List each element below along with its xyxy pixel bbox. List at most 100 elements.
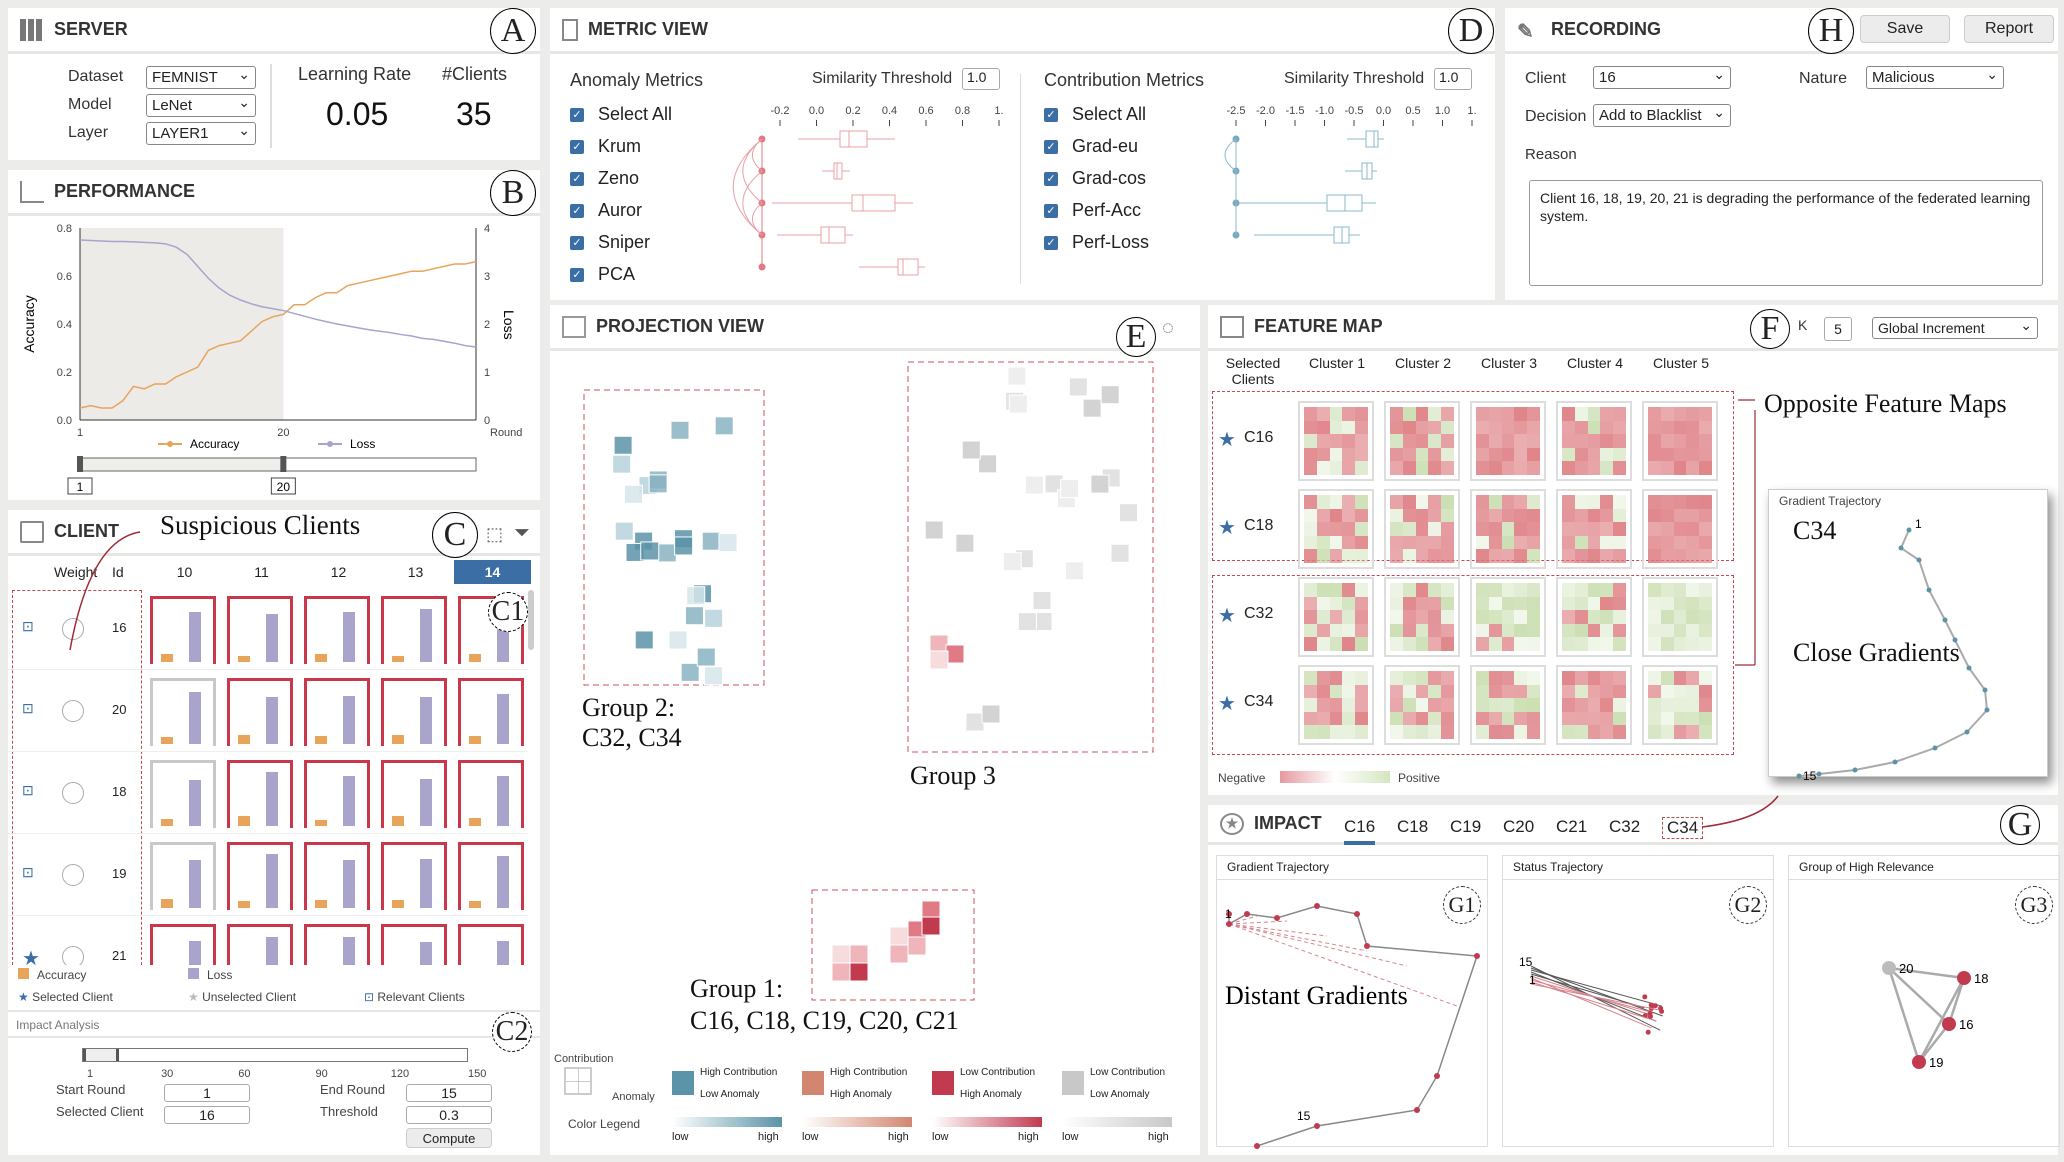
layer-select[interactable]: LAYER1 — [146, 122, 256, 145]
compute-button[interactable]: Compute — [406, 1128, 492, 1148]
feature-row-client[interactable]: ★ C18 — [1218, 489, 1288, 569]
feature-map-cell[interactable] — [1470, 577, 1546, 657]
feature-map-cell[interactable] — [1384, 401, 1460, 481]
contribution-metric-checkbox[interactable]: ✓ Grad-cos — [1044, 168, 1146, 189]
client-row[interactable]: ⊡ 16 — [8, 590, 528, 670]
anomaly-threshold-input[interactable]: 1.0 — [962, 68, 1000, 90]
feature-map-cell[interactable] — [1298, 401, 1374, 481]
feature-map-cell[interactable] — [1298, 577, 1374, 657]
mode-select[interactable]: Global Increment — [1872, 317, 2038, 339]
feature-row-client[interactable]: ★ C32 — [1218, 577, 1288, 657]
client-row[interactable]: ⊡ 19 — [8, 836, 528, 916]
anomaly-metric-checkbox[interactable]: ✓ Krum — [570, 136, 641, 157]
round-column-header[interactable]: 12 — [330, 564, 347, 580]
feature-map-cell[interactable] — [1556, 577, 1632, 657]
feature-row-client[interactable]: ★ C34 — [1218, 665, 1288, 745]
client-row[interactable]: ⊡ 18 — [8, 754, 528, 834]
round-cell[interactable] — [458, 924, 524, 965]
round-cell[interactable] — [381, 924, 447, 965]
client-select[interactable]: 16 — [1593, 66, 1731, 89]
round-column-header[interactable]: 14 — [454, 560, 531, 584]
save-button[interactable]: Save — [1860, 15, 1950, 43]
feature-map-cell[interactable] — [1642, 401, 1718, 481]
lasso-icon[interactable]: ◌ — [1162, 317, 1174, 339]
round-cell[interactable] — [227, 924, 293, 965]
impact-tab-c34[interactable]: C34 — [1662, 817, 1704, 839]
round-column-header[interactable]: 13 — [407, 564, 424, 580]
feature-map-cell[interactable] — [1470, 665, 1546, 745]
start-round-input[interactable]: 1 — [164, 1084, 250, 1102]
round-cell[interactable] — [458, 760, 524, 828]
contribution-threshold-input[interactable]: 1.0 — [1434, 68, 1472, 90]
round-cell[interactable] — [227, 596, 293, 664]
round-cell[interactable] — [304, 678, 370, 746]
round-column-header[interactable]: 10 — [176, 564, 193, 580]
relevant-client-icon[interactable]: ⊡ — [22, 618, 34, 634]
relevant-client-icon[interactable]: ⊡ — [22, 782, 34, 798]
feature-map-cell[interactable] — [1556, 489, 1632, 569]
filter-icon[interactable]: ⏷ — [514, 522, 530, 544]
impact-tab-c20[interactable]: C20 — [1503, 817, 1535, 836]
round-cell[interactable] — [381, 678, 447, 746]
projection-scatter[interactable] — [550, 305, 1200, 1155]
contribution-metric-checkbox[interactable]: ✓ Perf-Acc — [1044, 200, 1141, 221]
reason-textarea[interactable]: Client 16, 18, 19, 20, 21 is degrading t… — [1529, 180, 2043, 286]
relevant-client-icon[interactable]: ⊡ — [22, 700, 34, 716]
feature-map-cell[interactable] — [1384, 665, 1460, 745]
round-cell[interactable] — [304, 924, 370, 965]
impact-tab-c16[interactable]: C16 — [1344, 817, 1376, 845]
nature-select[interactable]: Malicious — [1866, 66, 2004, 89]
anomaly-metric-checkbox[interactable]: ✓ PCA — [570, 264, 635, 285]
end-round-input[interactable]: 15 — [406, 1084, 492, 1102]
round-range-slider[interactable] — [82, 1048, 468, 1062]
feature-map-cell[interactable] — [1642, 665, 1718, 745]
feature-map-cell[interactable] — [1642, 577, 1718, 657]
impact-tab-c21[interactable]: C21 — [1556, 817, 1588, 836]
anomaly-metric-checkbox[interactable]: ✓ Sniper — [570, 232, 650, 253]
round-cell[interactable] — [458, 842, 524, 910]
round-column-header[interactable]: 11 — [254, 564, 269, 580]
feature-map-cell[interactable] — [1642, 489, 1718, 569]
round-cell[interactable] — [458, 678, 524, 746]
impact-tab-c19[interactable]: C19 — [1450, 817, 1482, 836]
contribution-metric-checkbox[interactable]: ✓ Select All — [1044, 104, 1146, 125]
contribution-metric-checkbox[interactable]: ✓ Grad-eu — [1044, 136, 1138, 157]
impact-tab-c32[interactable]: C32 — [1609, 817, 1641, 836]
dataset-select[interactable]: FEMNIST — [146, 66, 256, 89]
relevant-client-icon[interactable]: ⊡ — [22, 864, 34, 880]
round-cell[interactable] — [381, 760, 447, 828]
feature-map-cell[interactable] — [1298, 489, 1374, 569]
round-cell[interactable] — [227, 678, 293, 746]
impact-analysis-header[interactable]: Impact Analysis — [8, 1010, 540, 1038]
client-row[interactable]: ⊡ 20 — [8, 672, 528, 752]
select-tool-icon[interactable]: ⬚ — [486, 524, 504, 544]
round-cell[interactable] — [304, 842, 370, 910]
feature-map-cell[interactable] — [1298, 665, 1374, 745]
round-cell[interactable] — [304, 760, 370, 828]
round-cell[interactable] — [150, 678, 216, 746]
client-scrollbar[interactable] — [528, 590, 534, 650]
round-cell[interactable] — [381, 596, 447, 664]
feature-row-client[interactable]: ★ C16 — [1218, 401, 1288, 481]
model-select[interactable]: LeNet — [146, 94, 256, 117]
slider-selection[interactable] — [83, 1049, 119, 1061]
round-cell[interactable] — [150, 760, 216, 828]
anomaly-metric-checkbox[interactable]: ✓ Zeno — [570, 168, 639, 189]
feature-map-cell[interactable] — [1384, 489, 1460, 569]
selected-client-input[interactable]: 16 — [164, 1106, 250, 1124]
decision-select[interactable]: Add to Blacklist — [1593, 104, 1731, 127]
anomaly-metric-checkbox[interactable]: ✓ Select All — [570, 104, 672, 125]
round-cell[interactable] — [304, 596, 370, 664]
round-cell[interactable] — [150, 924, 216, 965]
feature-map-cell[interactable] — [1470, 489, 1546, 569]
round-cell[interactable] — [227, 842, 293, 910]
feature-map-cell[interactable] — [1556, 665, 1632, 745]
k-input[interactable]: 5 — [1824, 317, 1852, 341]
impact-tab-c18[interactable]: C18 — [1397, 817, 1429, 836]
feature-map-cell[interactable] — [1470, 401, 1546, 481]
contribution-metric-checkbox[interactable]: ✓ Perf-Loss — [1044, 232, 1149, 253]
round-cell[interactable] — [150, 596, 216, 664]
report-button[interactable]: Report — [1964, 15, 2054, 43]
round-cell[interactable] — [150, 842, 216, 910]
threshold-input[interactable]: 0.3 — [406, 1106, 492, 1124]
